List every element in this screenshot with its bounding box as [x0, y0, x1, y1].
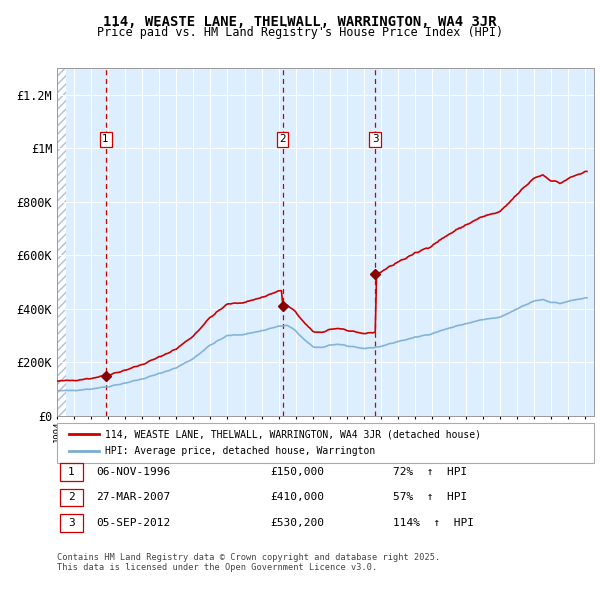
Text: 1: 1 — [68, 467, 75, 477]
Text: This data is licensed under the Open Government Licence v3.0.: This data is licensed under the Open Gov… — [57, 563, 377, 572]
Text: 72%  ↑  HPI: 72% ↑ HPI — [393, 467, 467, 477]
Text: Contains HM Land Registry data © Crown copyright and database right 2025.: Contains HM Land Registry data © Crown c… — [57, 553, 440, 562]
Text: 05-SEP-2012: 05-SEP-2012 — [96, 518, 170, 527]
Text: £150,000: £150,000 — [270, 467, 324, 477]
Text: 1: 1 — [102, 134, 109, 144]
Text: 2: 2 — [279, 134, 286, 144]
Text: 114%  ↑  HPI: 114% ↑ HPI — [393, 518, 474, 527]
Text: 3: 3 — [68, 518, 75, 527]
Text: £410,000: £410,000 — [270, 493, 324, 502]
Text: HPI: Average price, detached house, Warrington: HPI: Average price, detached house, Warr… — [105, 446, 375, 456]
Text: 57%  ↑  HPI: 57% ↑ HPI — [393, 493, 467, 502]
Bar — [57, 68, 65, 416]
Text: 27-MAR-2007: 27-MAR-2007 — [96, 493, 170, 502]
Text: Price paid vs. HM Land Registry's House Price Index (HPI): Price paid vs. HM Land Registry's House … — [97, 26, 503, 39]
Text: £530,200: £530,200 — [270, 518, 324, 527]
Text: 3: 3 — [372, 134, 379, 144]
Text: 06-NOV-1996: 06-NOV-1996 — [96, 467, 170, 477]
Text: 114, WEASTE LANE, THELWALL, WARRINGTON, WA4 3JR: 114, WEASTE LANE, THELWALL, WARRINGTON, … — [103, 15, 497, 30]
Text: 114, WEASTE LANE, THELWALL, WARRINGTON, WA4 3JR (detached house): 114, WEASTE LANE, THELWALL, WARRINGTON, … — [105, 430, 481, 440]
Text: 2: 2 — [68, 493, 75, 502]
